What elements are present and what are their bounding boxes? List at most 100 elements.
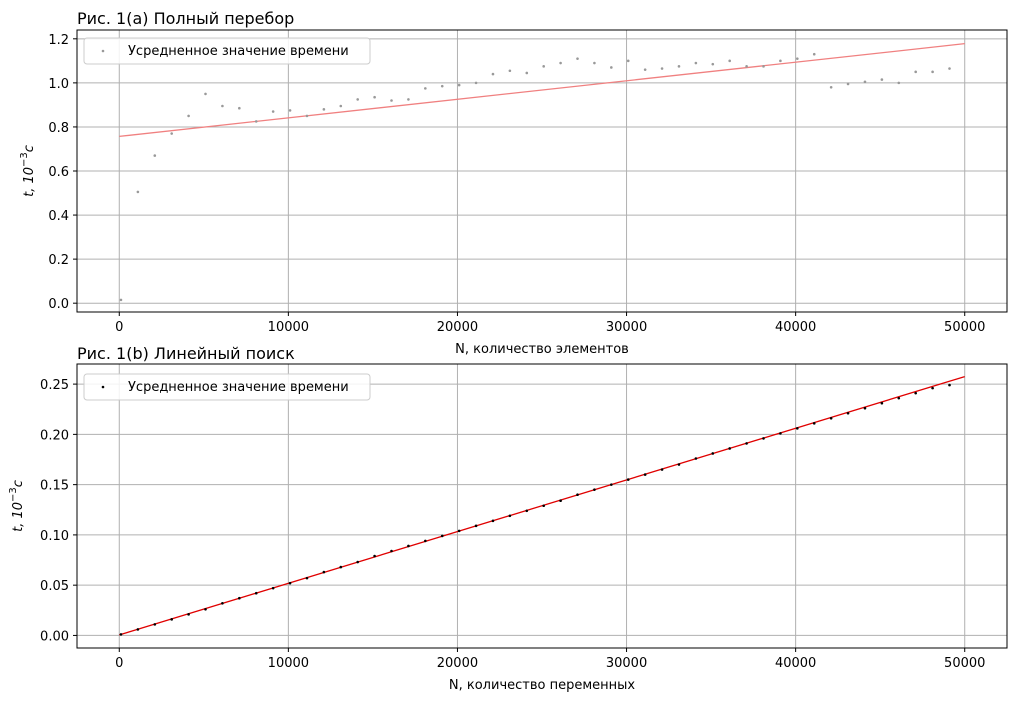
data-point <box>373 95 376 99</box>
data-points <box>119 383 951 636</box>
data-point <box>660 67 664 70</box>
data-point <box>474 524 478 528</box>
y-tick-label: 0.05 <box>40 579 69 594</box>
y-tick-label: 0.20 <box>40 428 69 443</box>
data-point <box>170 132 173 135</box>
data-point <box>796 427 799 430</box>
data-point <box>119 298 123 302</box>
data-point <box>373 554 376 558</box>
data-point <box>728 447 731 450</box>
data-point <box>931 70 934 74</box>
x-tick-label: 0 <box>115 320 123 335</box>
y-axis-label: t, 10−3c <box>8 480 26 532</box>
data-point <box>559 61 562 65</box>
x-tick-label: 30000 <box>606 320 647 335</box>
data-point <box>626 478 630 481</box>
data-point <box>576 493 579 496</box>
y-tick-label: 0.6 <box>48 165 69 180</box>
data-point <box>457 83 461 87</box>
trend-line <box>119 375 965 636</box>
data-point <box>238 596 241 600</box>
trend-line-path <box>119 43 965 138</box>
data-point <box>880 78 884 81</box>
data-point <box>745 65 748 68</box>
legend-box <box>83 37 371 65</box>
data-point <box>187 613 190 616</box>
data-point <box>931 386 934 390</box>
data-point <box>812 422 816 425</box>
data-point <box>779 59 782 63</box>
data-point <box>508 514 512 518</box>
data-point <box>474 81 478 85</box>
data-point <box>136 190 140 194</box>
data-point <box>356 98 359 101</box>
plot-frame <box>76 363 1008 649</box>
data-point <box>305 576 309 580</box>
data-point <box>254 591 258 595</box>
data-point <box>643 68 647 71</box>
data-point <box>880 401 884 405</box>
legend: Усредненное значение времени <box>83 373 371 401</box>
data-point <box>491 72 495 76</box>
y-axis-ticks: 0.0 0.2 0.4 0.6 0.8 1.0 1.2 <box>48 33 77 312</box>
data-point <box>626 59 630 63</box>
x-tick-label: 40000 <box>775 320 816 335</box>
data-point <box>593 488 596 491</box>
data-point <box>390 99 393 102</box>
data-point <box>694 457 698 460</box>
data-point <box>694 61 698 65</box>
data-point <box>424 87 427 90</box>
y-axis-label-unit: c <box>22 145 37 152</box>
y-tick-label: 0.8 <box>48 121 69 136</box>
data-point <box>339 104 343 108</box>
data-points <box>119 52 951 302</box>
grid <box>77 30 1007 312</box>
data-point <box>254 120 258 123</box>
data-point <box>187 114 190 118</box>
trend-line <box>119 43 965 138</box>
y-tick-label: 0.25 <box>40 378 69 393</box>
data-point <box>914 70 917 74</box>
y-axis-ticks: 0.00 0.05 0.10 0.15 0.20 0.25 <box>40 378 77 644</box>
data-point <box>356 560 359 564</box>
data-point <box>863 406 867 410</box>
data-point <box>796 57 799 60</box>
data-point <box>728 59 731 63</box>
data-point <box>846 411 850 415</box>
y-axis-label: t, 10−3c <box>19 145 37 197</box>
x-tick-label: 50000 <box>944 320 985 335</box>
legend-box <box>83 373 371 401</box>
data-point <box>711 452 715 455</box>
data-point <box>559 499 562 503</box>
legend-marker <box>101 49 105 53</box>
y-axis-label-main: t, 10 <box>22 167 37 197</box>
data-point <box>424 539 427 543</box>
data-point <box>812 52 816 56</box>
x-axis-label: N, количество элементов <box>455 342 629 357</box>
data-point <box>711 62 715 66</box>
data-point <box>407 98 410 101</box>
data-point <box>897 81 901 85</box>
y-tick-label: 0.4 <box>48 209 69 224</box>
y-axis-label-exp: −3 <box>19 152 30 167</box>
data-point <box>576 57 579 60</box>
y-axis-label-main: t, 10 <box>11 502 26 532</box>
chart-panel-b: Рис. 1(b) Линейный поиск 0 10000 20000 3000… <box>8 344 1008 693</box>
data-point <box>238 106 241 110</box>
data-point <box>457 529 461 533</box>
legend: Усредненное значение времени <box>83 37 371 65</box>
data-point <box>407 544 410 548</box>
data-point <box>542 65 545 68</box>
data-point <box>610 483 613 486</box>
data-point <box>322 570 326 574</box>
data-point <box>339 565 343 569</box>
data-point <box>779 432 782 435</box>
chart-panel-a: Рис. 1(a) Полный перебор 0 10000 20000 3000… <box>19 9 1008 357</box>
data-point <box>288 109 292 112</box>
data-point <box>390 549 393 553</box>
data-point <box>610 66 613 69</box>
data-point <box>762 437 765 440</box>
data-point <box>508 69 512 73</box>
y-tick-label: 0.15 <box>40 479 69 494</box>
